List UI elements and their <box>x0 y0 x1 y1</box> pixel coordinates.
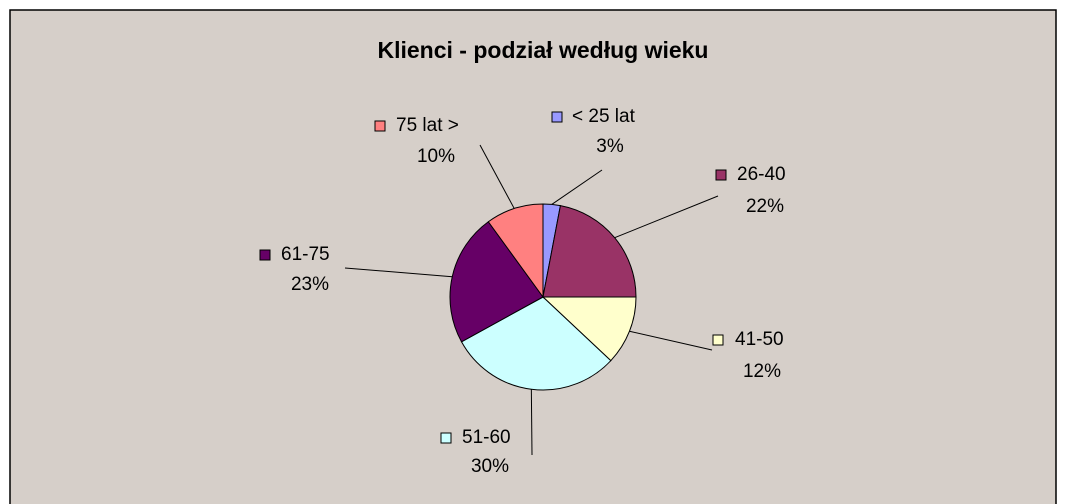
slice-label: 23% <box>291 274 329 295</box>
slice-category: 41-50 <box>735 329 784 350</box>
pie-slice <box>541 296 637 362</box>
slice-category: 61-75 <box>281 244 330 265</box>
slice-label: 12% <box>743 361 781 382</box>
legend-key <box>551 111 563 123</box>
leader-line <box>551 169 603 205</box>
slice-category: 75 lat > <box>396 115 459 136</box>
legend-key <box>715 169 727 181</box>
leader-line <box>629 330 713 351</box>
leader-line <box>479 144 515 209</box>
leader-line <box>530 389 533 456</box>
chart-title: Klienci - podział według wieku <box>378 37 709 63</box>
pie-slice <box>449 221 544 343</box>
slice-category: 26-40 <box>737 164 786 185</box>
legend-key <box>712 334 724 346</box>
legend-key <box>374 120 386 132</box>
slice-label: 22% <box>746 196 784 217</box>
slice-category: 51-60 <box>462 427 511 448</box>
slice-label: 10% <box>417 146 455 167</box>
legend-key <box>440 432 452 444</box>
slice-label: 3% <box>596 136 624 157</box>
leader-line <box>614 195 719 239</box>
slice-label: 30% <box>471 456 509 477</box>
leader-line <box>344 267 453 278</box>
slice-category: < 25 lat <box>572 106 636 127</box>
legend-key <box>259 249 271 261</box>
